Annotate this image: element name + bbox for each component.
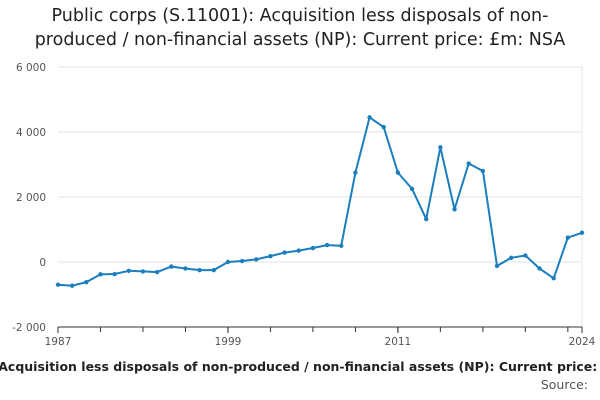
data-point [169,264,173,268]
data-point [240,259,244,263]
series-footer: Public corps (S.11001): Acquisition less… [0,358,600,376]
data-point [226,260,230,264]
data-point [452,207,456,211]
x-tick-label: 1999 [215,336,242,348]
data-point [509,256,513,260]
data-point [410,187,414,191]
data-point [183,266,187,270]
x-tick-label: 2011 [385,336,412,348]
grid-layer [58,67,582,327]
data-point [580,231,584,235]
data-point [523,253,527,257]
data-point [212,268,216,272]
data-point [197,268,201,272]
data-point [537,266,541,270]
x-tick-label: 1987 [45,336,72,348]
data-point [325,243,329,247]
data-point [112,272,116,276]
y-tick-label: 0 [39,257,46,269]
axis-layer [58,327,582,333]
tick-label-layer: -2 000 0 2 000 4 000 6 000 1987 1999 2011 2024 [12,62,596,348]
data-point [311,246,315,250]
data-point [155,270,159,274]
series-line [58,117,582,285]
y-tick-label: 6 000 [16,62,46,74]
data-point [297,248,301,252]
data-point [481,169,485,173]
data-point [396,170,400,174]
data-point [70,284,74,288]
y-tick-label: 2 000 [16,192,46,204]
data-point [141,269,145,273]
data-point [566,235,570,239]
data-point [467,161,471,165]
data-point [551,276,555,280]
data-point [382,125,386,129]
data-point [495,264,499,268]
data-point [438,145,442,149]
data-point [98,272,102,276]
data-point [84,280,88,284]
y-tick-label: -2 000 [12,322,46,334]
data-point [56,283,60,287]
data-point [127,269,131,273]
data-point [424,217,428,221]
y-tick-label: 4 000 [16,127,46,139]
data-point [367,115,371,119]
data-point [268,254,272,258]
data-point [353,170,357,174]
series-footer-text: Public corps (S.11001): Acquisition less… [0,358,600,376]
x-tick-label: 2024 [569,336,596,348]
data-point [254,257,258,261]
source-footer: Source: [541,376,588,394]
data-point [339,244,343,248]
data-point [282,250,286,254]
